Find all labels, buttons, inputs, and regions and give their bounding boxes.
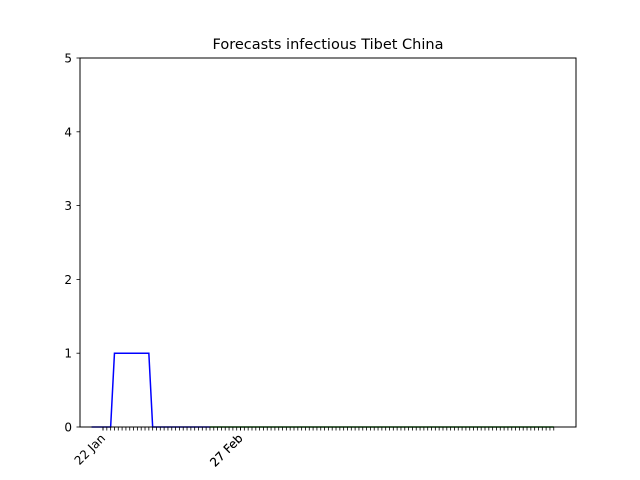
y-tick-label: 3 <box>64 199 72 213</box>
chart-title: Forecasts infectious Tibet China <box>213 37 444 53</box>
y-tick-label: 4 <box>64 125 72 139</box>
y-tick-label: 0 <box>64 421 72 435</box>
y-tick-label: 5 <box>64 52 72 66</box>
y-tick-label: 2 <box>64 273 72 287</box>
y-tick-label: 1 <box>64 347 72 361</box>
plot-frame <box>79 57 577 428</box>
y-axis: 0 1 2 3 4 5 <box>64 52 80 435</box>
